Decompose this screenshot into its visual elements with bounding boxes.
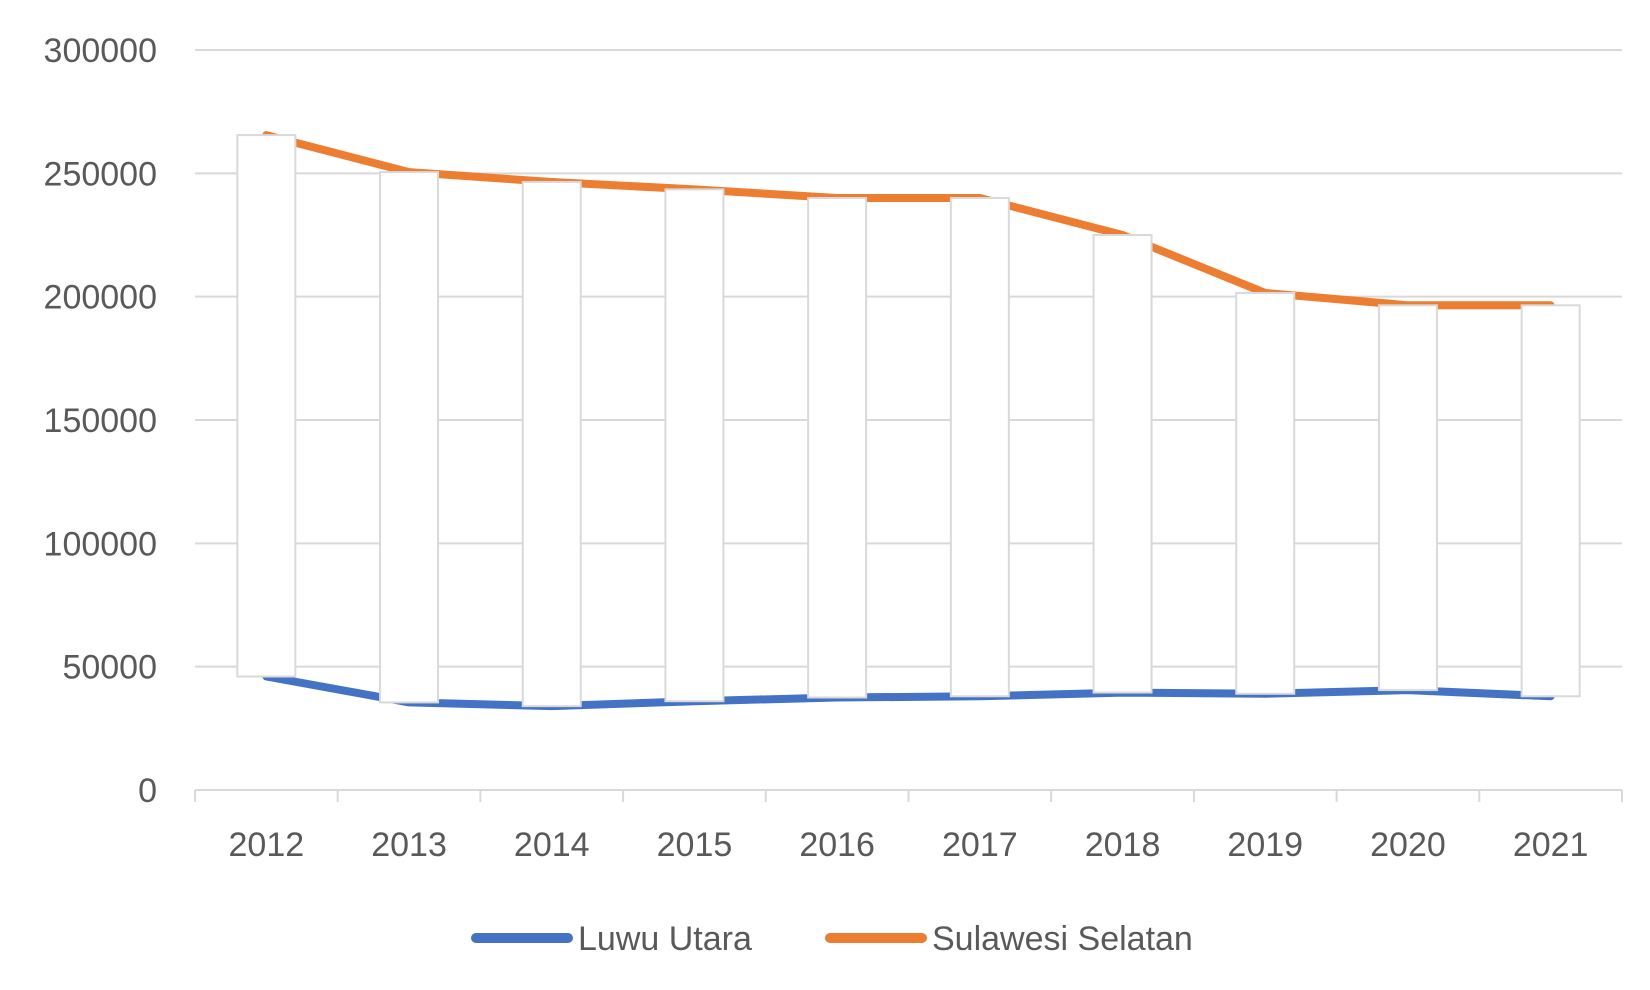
legend-label-1: Sulawesi Selatan xyxy=(932,920,1193,958)
x-tick-label: 2018 xyxy=(1085,826,1161,864)
range-box xyxy=(1520,304,1581,698)
x-tick-label: 2021 xyxy=(1513,826,1589,864)
range-box xyxy=(379,171,440,704)
x-tick-label: 2014 xyxy=(514,826,590,864)
range-box xyxy=(949,197,1010,698)
x-tick-label: 2013 xyxy=(371,826,447,864)
x-tick-label: 2019 xyxy=(1227,826,1303,864)
y-tick-label: 0 xyxy=(138,772,157,810)
y-tick-label: 250000 xyxy=(44,155,157,193)
range-box xyxy=(1092,234,1153,694)
x-axis: 2012 2013 2014 2015 2016 2017 2018 2019 2020 2021 xyxy=(194,789,1623,864)
high-low-boxes xyxy=(236,134,1581,708)
range-box xyxy=(521,180,582,708)
range-box xyxy=(236,134,297,678)
range-box xyxy=(664,188,725,703)
range-box xyxy=(1377,304,1438,692)
y-tick-label: 50000 xyxy=(62,649,157,687)
x-tick-label: 2012 xyxy=(229,826,305,864)
series-line-1 xyxy=(262,131,1555,310)
y-tick-label: 100000 xyxy=(44,525,157,563)
y-tick-label: 300000 xyxy=(44,32,157,70)
series-lines xyxy=(262,131,1555,711)
x-tick-label: 2015 xyxy=(657,826,733,864)
legend: Luwu Utara Sulawesi Selatan xyxy=(471,920,1193,958)
x-tick-label: 2020 xyxy=(1370,826,1446,864)
y-tick-label: 150000 xyxy=(44,402,157,440)
legend-label-0: Luwu Utara xyxy=(578,920,752,958)
x-tick-label: 2017 xyxy=(942,826,1018,864)
y-axis: 0 50000 100000 150000 200000 250000 300000 xyxy=(44,32,157,810)
series-line-0 xyxy=(262,672,1555,711)
x-tick-label: 2016 xyxy=(799,826,875,864)
range-box xyxy=(807,197,868,699)
y-tick-label: 200000 xyxy=(44,279,157,317)
range-box xyxy=(1235,291,1296,695)
